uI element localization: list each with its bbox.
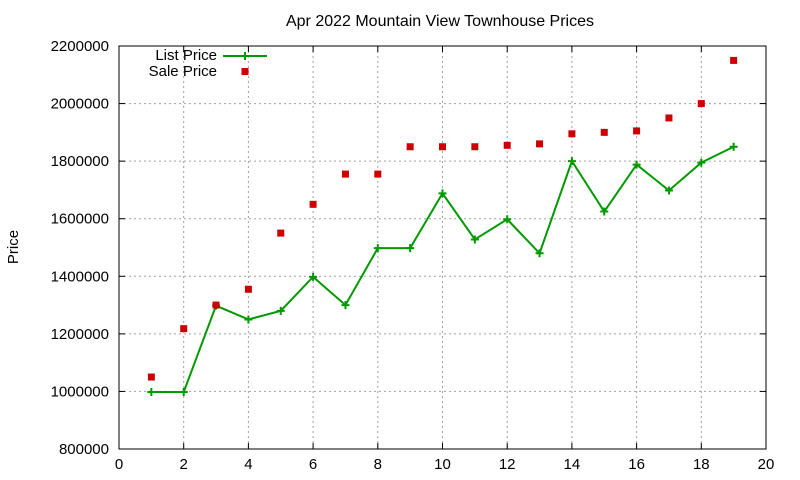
y-axis-label: Price [5,230,22,264]
data-point-sale-price [180,325,188,333]
data-point-list-price [438,189,447,198]
series-line-list-price [151,145,735,394]
data-point-list-price [567,157,576,166]
data-point-sale-price [212,301,220,309]
data-point-list-price [341,301,350,310]
y-tick-labels: 800000 1000000 1200000 1400000 1600000 180000… [51,38,109,458]
x-tick-label: 4 [244,456,252,473]
data-point-sale-price [309,200,317,208]
x-tick-label: 16 [628,456,645,473]
legend-marker-sale-price [241,68,249,75]
data-point-sale-price [665,114,673,122]
legend-marker-list-price [241,52,249,60]
data-point-sale-price [341,170,349,178]
axis-ticks [118,45,767,450]
data-point-list-price [276,306,285,315]
x-tick-label: 8 [374,456,382,473]
y-tick-label: 1200000 [51,326,109,343]
x-tick-label: 2 [180,456,188,473]
x-tick-label: 6 [309,456,317,473]
data-point-list-price [600,207,609,216]
data-point-list-price [664,186,673,195]
grid-lines [119,46,766,449]
data-point-list-price [179,388,188,397]
x-tick-labels: 0 2 4 6 8 10 12 14 16 18 20 [115,456,775,473]
chart-title: Apr 2022 Mountain View Townhouse Prices [286,13,594,30]
legend-label-sale-price: Sale Price [149,63,217,80]
data-point-list-price [373,244,382,253]
data-point-list-price [535,249,544,258]
y-tick-label: 800000 [59,441,109,458]
data-point-sale-price [503,141,511,149]
data-point-list-price [147,388,156,397]
x-tick-label: 0 [115,456,123,473]
plot-frame [118,45,767,450]
data-point-sale-price [633,127,641,135]
x-tick-label: 20 [758,456,775,473]
data-point-sale-price [536,140,544,148]
legend: List Price Sale Price [149,47,267,80]
data-point-sale-price [406,143,414,151]
data-point-sale-price [568,130,576,138]
y-tick-label: 2200000 [51,38,109,55]
data-point-sale-price [374,170,382,178]
data-point-list-price [697,158,706,167]
legend-label-list-price: List Price [155,47,217,64]
data-point-list-price [244,315,253,324]
x-tick-label: 12 [499,456,516,473]
data-point-list-price [406,244,415,253]
data-point-sale-price [439,143,446,151]
data-point-sale-price [244,285,252,293]
data-point-list-price [309,272,318,281]
data-point-sale-price [600,128,608,136]
data-point-list-price [632,160,641,169]
x-tick-label: 10 [434,456,451,473]
x-tick-label: 14 [564,456,581,473]
data-point-sale-price [277,229,285,237]
data-point-list-price [503,215,512,224]
data-point-sale-price [730,56,738,64]
data-point-sale-price [697,100,705,108]
data-point-sale-price [471,143,479,151]
data-point-list-price [729,142,738,151]
data-point-sale-price [147,373,155,381]
x-tick-label: 18 [693,456,710,473]
y-tick-label: 1800000 [51,153,109,170]
series [147,56,738,397]
y-tick-label: 1400000 [51,268,109,285]
y-tick-label: 1600000 [51,211,109,228]
y-tick-label: 1000000 [51,383,109,400]
data-point-list-price [470,235,479,244]
y-tick-label: 2000000 [51,96,109,113]
